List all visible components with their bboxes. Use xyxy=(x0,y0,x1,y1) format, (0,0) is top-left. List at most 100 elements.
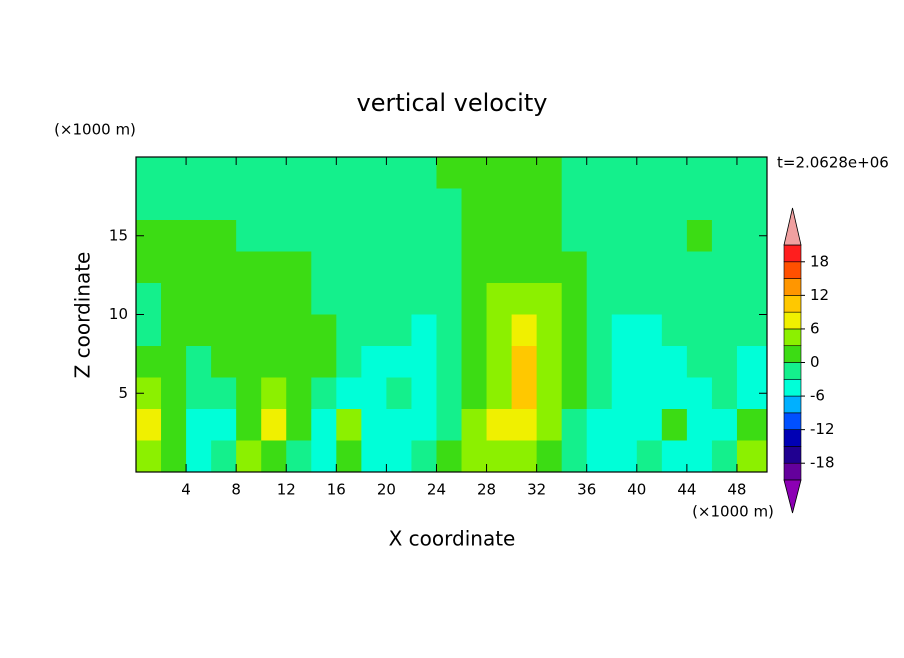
contour-cell xyxy=(661,220,688,252)
contour-cell xyxy=(711,283,738,315)
contour-cell xyxy=(636,409,663,441)
contour-cell xyxy=(461,251,488,284)
contour-cell xyxy=(636,440,663,473)
contour-cell xyxy=(461,314,488,347)
contour-cell xyxy=(611,409,638,441)
colorbar-under xyxy=(783,479,802,514)
contour-cell xyxy=(361,440,387,473)
contour-cell xyxy=(736,409,768,441)
contour-cell xyxy=(686,251,713,284)
colorbar-band xyxy=(783,362,802,380)
x-tick-label: 48 xyxy=(727,481,746,499)
contour-cell xyxy=(511,188,538,221)
contour-cell xyxy=(536,157,563,189)
contour-cell xyxy=(186,346,212,378)
contour-cell xyxy=(311,157,337,189)
contour-cell xyxy=(261,157,287,189)
contour-cell xyxy=(161,283,187,315)
contour-cell xyxy=(511,377,538,410)
contour-cell xyxy=(161,157,187,189)
contour-cell xyxy=(436,283,463,315)
contour-cell xyxy=(336,220,362,252)
contour-cell xyxy=(661,440,688,473)
contour-cell xyxy=(311,251,337,284)
contour-cell xyxy=(236,283,262,315)
contour-cell xyxy=(561,346,588,378)
colorbar-band xyxy=(783,328,802,347)
contour-cell xyxy=(536,440,563,473)
x-tick-label: 28 xyxy=(477,481,496,499)
contour-cell xyxy=(411,283,437,315)
contour-cell xyxy=(161,188,187,221)
contour-cell xyxy=(636,251,663,284)
contour-cell xyxy=(261,314,287,347)
contour-cell xyxy=(136,409,162,441)
contour-cell xyxy=(286,314,312,347)
y-axis-label: Z coordinate xyxy=(71,252,95,379)
contour-cell xyxy=(736,188,768,221)
contour-cell xyxy=(586,220,613,252)
colorbar-tick-label: -18 xyxy=(810,454,835,472)
contour-cell xyxy=(261,220,287,252)
contour-cell xyxy=(686,377,713,410)
contour-cell xyxy=(311,346,337,378)
contour-cell xyxy=(136,157,162,189)
colorbar-tick-label: 6 xyxy=(810,319,820,337)
contour-cell xyxy=(711,440,738,473)
contour-cell xyxy=(686,188,713,221)
contour-cell xyxy=(211,377,237,410)
contour-cell xyxy=(236,188,262,221)
time-label: t=2.0628e+06 xyxy=(777,154,889,172)
contour-cell xyxy=(361,188,387,221)
contour-cell xyxy=(536,283,563,315)
contour-cell xyxy=(711,314,738,347)
colorbar-over xyxy=(783,207,802,246)
contour-cell xyxy=(436,220,463,252)
contour-cell xyxy=(636,346,663,378)
contour-cell xyxy=(161,409,187,441)
contour-cell xyxy=(286,188,312,221)
contour-cell xyxy=(661,314,688,347)
contour-cell xyxy=(236,377,262,410)
contour-cell xyxy=(211,251,237,284)
contour-cell xyxy=(736,314,768,347)
contour-cell xyxy=(411,409,437,441)
y-tick-label: 15 xyxy=(109,226,128,244)
contour-cell xyxy=(461,188,488,221)
contour-cell xyxy=(361,251,387,284)
contour-cell xyxy=(611,440,638,473)
contour-cell xyxy=(336,440,362,473)
contour-cell xyxy=(286,346,312,378)
contour-cell xyxy=(286,283,312,315)
contour-cell xyxy=(261,251,287,284)
contour-cell xyxy=(661,346,688,378)
contour-cell xyxy=(186,440,212,473)
contour-cell xyxy=(711,157,738,189)
contour-cell xyxy=(386,220,412,252)
contour-cell xyxy=(711,188,738,221)
contour-cell xyxy=(186,251,212,284)
contour-cell xyxy=(511,157,538,189)
contour-cell xyxy=(486,440,513,473)
contour-cell xyxy=(161,440,187,473)
contour-cell xyxy=(486,409,513,441)
contour-cell xyxy=(136,346,162,378)
contour-cell xyxy=(411,188,437,221)
contour-cell xyxy=(136,188,162,221)
contour-cell xyxy=(236,409,262,441)
contour-cell xyxy=(386,377,412,410)
contour-cell xyxy=(561,157,588,189)
contour-cell xyxy=(336,346,362,378)
colorbar-band xyxy=(783,446,802,464)
contour-cell xyxy=(286,409,312,441)
contour-cell xyxy=(436,314,463,347)
colorbar-band xyxy=(783,395,802,414)
contour-cell xyxy=(461,220,488,252)
colorbar-band xyxy=(783,244,802,263)
contour-cell xyxy=(486,251,513,284)
contour-cell xyxy=(536,314,563,347)
contour-cell xyxy=(261,346,287,378)
contour-cell xyxy=(561,220,588,252)
contour-cell xyxy=(411,251,437,284)
contour-cell xyxy=(286,377,312,410)
